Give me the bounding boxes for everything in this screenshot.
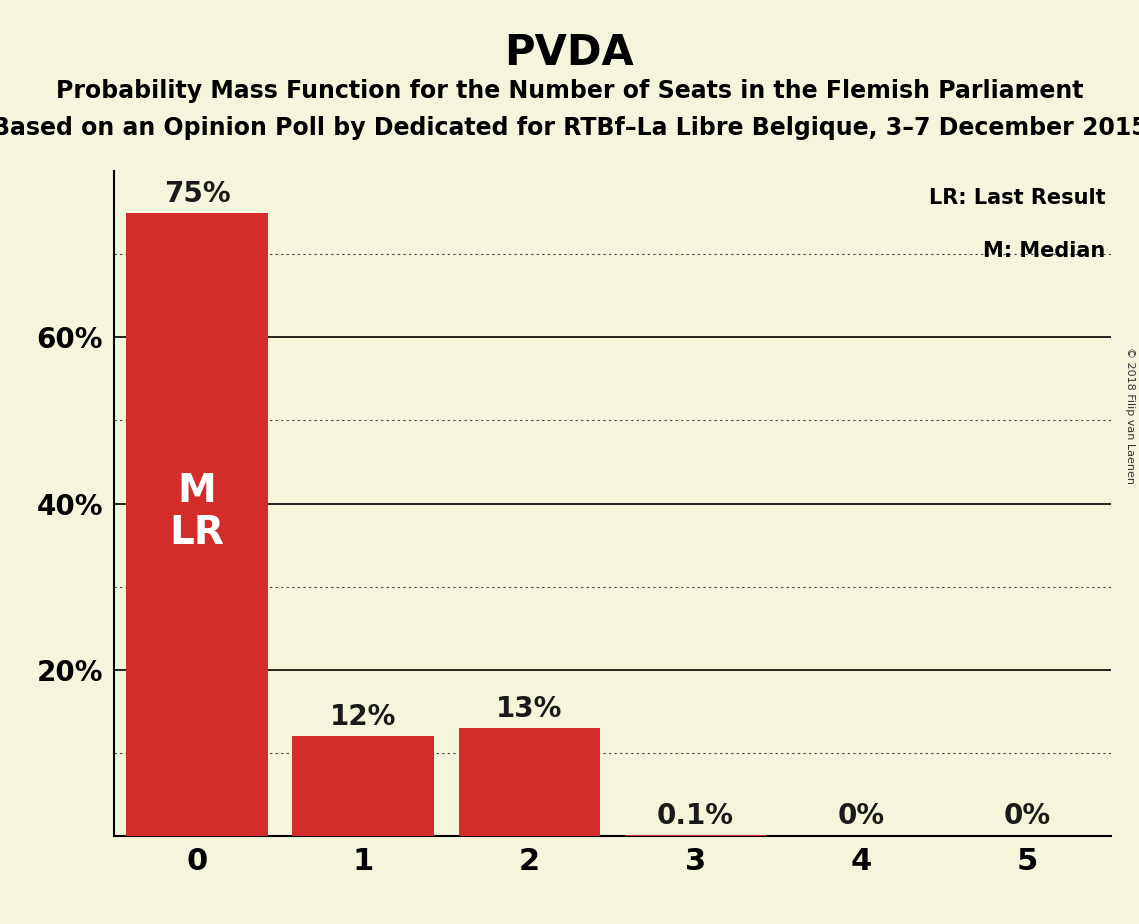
Text: LR: LR <box>170 514 224 552</box>
Text: PVDA: PVDA <box>505 32 634 74</box>
Bar <box>293 736 434 836</box>
Text: 75%: 75% <box>164 179 230 208</box>
Text: M: Median: M: Median <box>983 241 1106 261</box>
Text: 12%: 12% <box>330 703 396 732</box>
Text: © 2018 Filip van Laenen: © 2018 Filip van Laenen <box>1125 347 1134 484</box>
Text: Probability Mass Function for the Number of Seats in the Flemish Parliament: Probability Mass Function for the Number… <box>56 79 1083 103</box>
Text: 13%: 13% <box>495 695 563 723</box>
Text: 0.1%: 0.1% <box>657 802 734 831</box>
Text: 0%: 0% <box>1003 801 1051 830</box>
Text: M: M <box>178 472 216 510</box>
Text: LR: Last Result: LR: Last Result <box>929 188 1106 208</box>
Bar <box>459 728 600 836</box>
Text: Based on an Opinion Poll by Dedicated for RTBf–La Libre Belgique, 3–7 December 2: Based on an Opinion Poll by Dedicated fo… <box>0 116 1139 140</box>
Text: 0%: 0% <box>838 801 885 830</box>
Bar <box>126 213 268 836</box>
